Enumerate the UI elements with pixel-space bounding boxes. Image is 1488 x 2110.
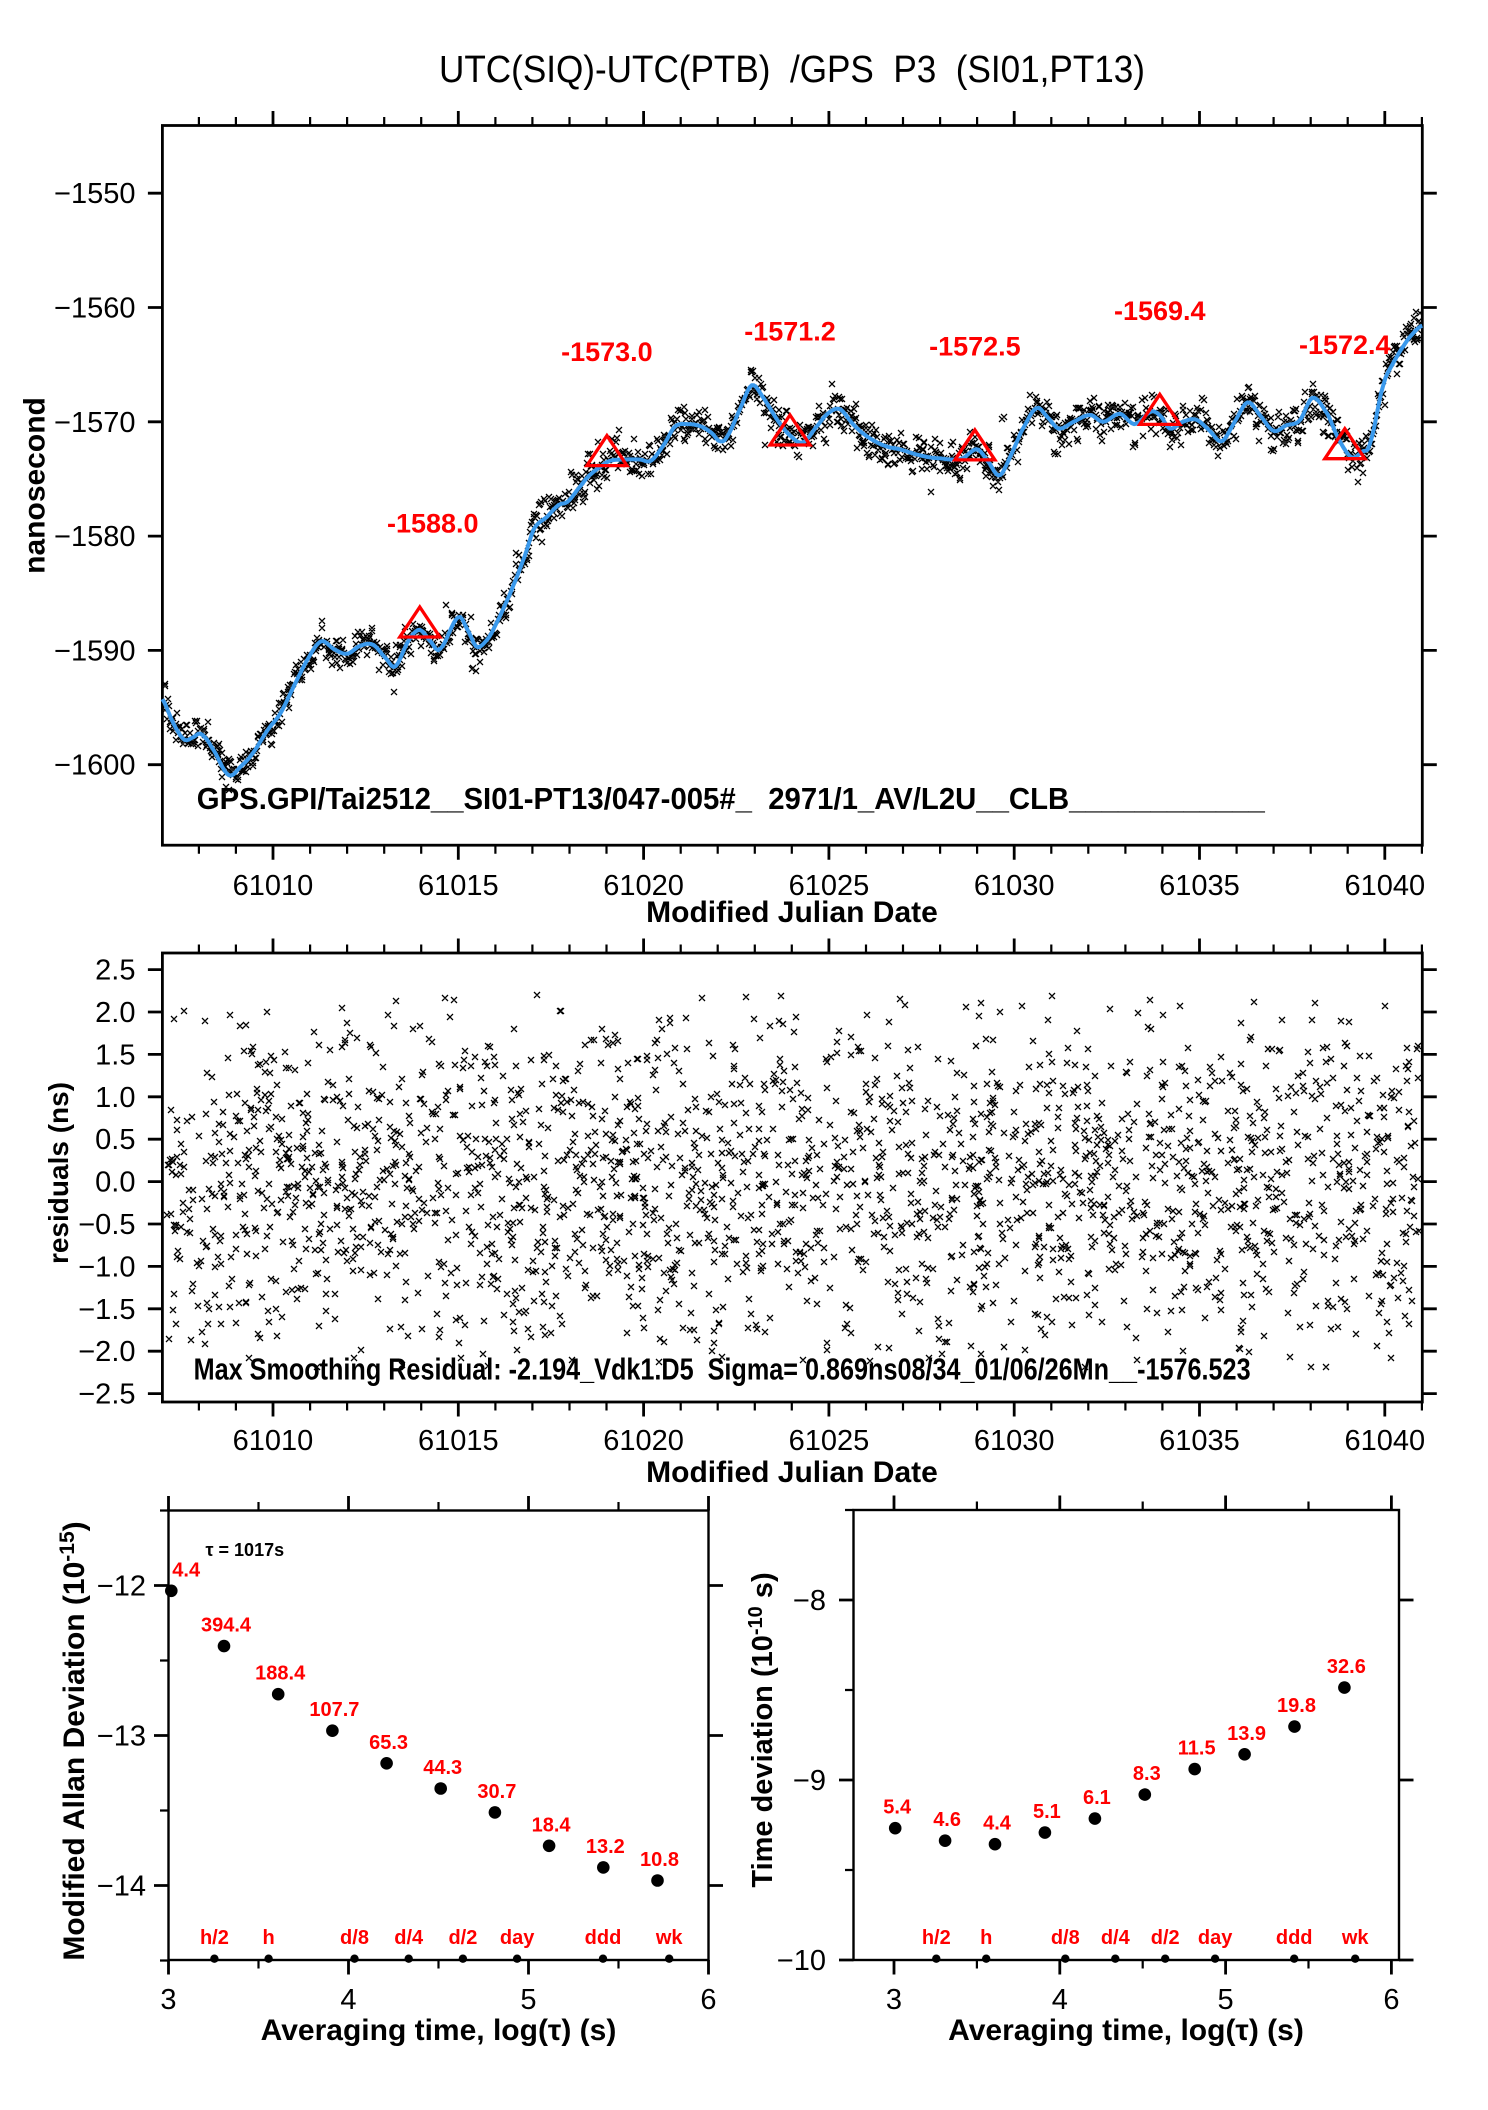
svg-text:-1572.5: -1572.5 <box>929 331 1021 361</box>
svg-text:4.4: 4.4 <box>172 1559 201 1581</box>
svg-text:30.7: 30.7 <box>477 1781 516 1803</box>
svg-text:Modified Julian Date: Modified Julian Date <box>646 896 938 929</box>
svg-text:0.0: 0.0 <box>95 1167 135 1199</box>
svg-text:day: day <box>1198 1927 1233 1949</box>
svg-text:188.4: 188.4 <box>255 1663 306 1685</box>
svg-text:Max Smoothing Residual: -2.194: Max Smoothing Residual: -2.194_Vdk1.D5 S… <box>194 1352 1251 1387</box>
svg-text:ddd: ddd <box>585 1927 622 1949</box>
svg-text:61020: 61020 <box>603 1425 684 1457</box>
svg-text:1.0: 1.0 <box>95 1082 135 1114</box>
svg-text:nanosecond: nanosecond <box>19 397 52 574</box>
svg-text:h/2: h/2 <box>200 1927 229 1949</box>
svg-text:day: day <box>500 1927 535 1949</box>
svg-text:Modified Allan Deviation (10-1: Modified Allan Deviation (10-15) <box>56 1521 91 1960</box>
svg-text:61010: 61010 <box>233 870 314 902</box>
svg-text:−1590: −1590 <box>54 635 135 667</box>
svg-text:d/4: d/4 <box>394 1927 424 1949</box>
svg-text:6: 6 <box>700 1984 716 2016</box>
svg-text:−1600: −1600 <box>54 750 135 782</box>
svg-text:61025: 61025 <box>789 870 870 902</box>
svg-text:32.6: 32.6 <box>1327 1656 1366 1678</box>
svg-text:h/2: h/2 <box>922 1927 951 1949</box>
svg-text:−2.0: −2.0 <box>78 1336 135 1368</box>
svg-text:107.7: 107.7 <box>309 1699 359 1721</box>
svg-text:8.3: 8.3 <box>1133 1763 1161 1785</box>
svg-text:61020: 61020 <box>603 870 684 902</box>
svg-text:UTC(SIQ)-UTC(PTB) /GPS P3 (: UTC(SIQ)-UTC(PTB) /GPS P3 (SI01,PT13) <box>439 49 1145 91</box>
svg-text:−8: −8 <box>793 1585 826 1617</box>
svg-text:18.4: 18.4 <box>532 1814 572 1836</box>
svg-text:61010: 61010 <box>233 1425 314 1457</box>
svg-text:61030: 61030 <box>974 870 1055 902</box>
svg-text:5: 5 <box>520 1984 536 2016</box>
svg-text:11.5: 11.5 <box>1178 1738 1216 1760</box>
svg-text:residuals (ns): residuals (ns) <box>43 1082 74 1264</box>
svg-text:d/8: d/8 <box>340 1927 369 1949</box>
svg-text:−14: −14 <box>97 1871 146 1903</box>
svg-text:4: 4 <box>340 1984 356 2016</box>
svg-text:61030: 61030 <box>974 1425 1055 1457</box>
svg-text:-1569.4: -1569.4 <box>1114 296 1206 326</box>
svg-text:−1570: −1570 <box>54 407 135 439</box>
svg-text:wk: wk <box>655 1927 684 1949</box>
svg-text:−9: −9 <box>793 1765 826 1797</box>
svg-text:5.1: 5.1 <box>1033 1801 1061 1823</box>
svg-text:61035: 61035 <box>1159 1425 1240 1457</box>
svg-text:τ = 1017s: τ = 1017s <box>206 1540 285 1560</box>
svg-text:ddd: ddd <box>1276 1927 1313 1949</box>
svg-text:61015: 61015 <box>418 1425 499 1457</box>
svg-text:61040: 61040 <box>1344 1425 1425 1457</box>
svg-text:3: 3 <box>160 1984 176 2016</box>
svg-text:6: 6 <box>1383 1984 1399 2016</box>
svg-text:−13: −13 <box>97 1721 146 1753</box>
svg-text:44.3: 44.3 <box>423 1757 462 1779</box>
svg-text:61015: 61015 <box>418 870 499 902</box>
svg-text:−2.5: −2.5 <box>78 1379 135 1411</box>
svg-text:0.5: 0.5 <box>95 1124 135 1156</box>
svg-text:5: 5 <box>1218 1984 1234 2016</box>
svg-text:h: h <box>262 1927 274 1949</box>
svg-text:d/4: d/4 <box>1101 1927 1131 1949</box>
svg-text:d/8: d/8 <box>1051 1927 1080 1949</box>
svg-text:65.3: 65.3 <box>369 1732 408 1754</box>
svg-text:2.5: 2.5 <box>95 955 135 987</box>
svg-text:19.8: 19.8 <box>1277 1695 1316 1717</box>
svg-text:1.5: 1.5 <box>95 1039 135 1071</box>
svg-text:61035: 61035 <box>1159 870 1240 902</box>
svg-text:-1572.4: -1572.4 <box>1299 330 1391 360</box>
svg-text:3: 3 <box>886 1984 902 2016</box>
svg-text:394.4: 394.4 <box>201 1615 252 1637</box>
svg-text:h: h <box>980 1927 992 1949</box>
svg-text:-1573.0: -1573.0 <box>561 337 653 367</box>
svg-text:Modified Julian Date: Modified Julian Date <box>646 1456 938 1489</box>
svg-text:−12: −12 <box>97 1571 146 1603</box>
svg-text:Averaging time, log(τ) (s): Averaging time, log(τ) (s) <box>261 2014 617 2047</box>
svg-text:d/2: d/2 <box>1151 1927 1180 1949</box>
svg-text:−10: −10 <box>777 1945 826 1977</box>
svg-text:GPS.GPI/Tai2512__SI01-PT13/047: GPS.GPI/Tai2512__SI01-PT13/047-005#_ 297… <box>197 781 1266 816</box>
svg-text:−1560: −1560 <box>54 293 135 325</box>
svg-text:d/2: d/2 <box>448 1927 477 1949</box>
svg-text:10.8: 10.8 <box>640 1849 679 1871</box>
svg-text:6.1: 6.1 <box>1083 1787 1111 1809</box>
svg-text:wk: wk <box>1341 1927 1370 1949</box>
svg-text:5.4: 5.4 <box>883 1797 912 1819</box>
svg-text:−1.5: −1.5 <box>78 1294 135 1326</box>
svg-text:-1588.0: -1588.0 <box>387 509 479 539</box>
svg-text:−1550: −1550 <box>54 178 135 210</box>
svg-text:2.0: 2.0 <box>95 997 135 1029</box>
svg-text:4: 4 <box>1052 1984 1068 2016</box>
svg-text:−0.5: −0.5 <box>78 1209 135 1241</box>
svg-text:61025: 61025 <box>789 1425 870 1457</box>
svg-text:−1.0: −1.0 <box>78 1251 135 1283</box>
svg-text:61040: 61040 <box>1344 870 1425 902</box>
svg-text:4.4: 4.4 <box>983 1813 1012 1835</box>
svg-text:13.9: 13.9 <box>1227 1723 1266 1745</box>
svg-text:13.2: 13.2 <box>586 1836 625 1858</box>
svg-text:Averaging time, log(τ) (s): Averaging time, log(τ) (s) <box>948 2014 1304 2047</box>
svg-text:-1571.2: -1571.2 <box>744 317 836 347</box>
svg-text:−1580: −1580 <box>54 521 135 553</box>
svg-text:4.6: 4.6 <box>933 1809 961 1831</box>
